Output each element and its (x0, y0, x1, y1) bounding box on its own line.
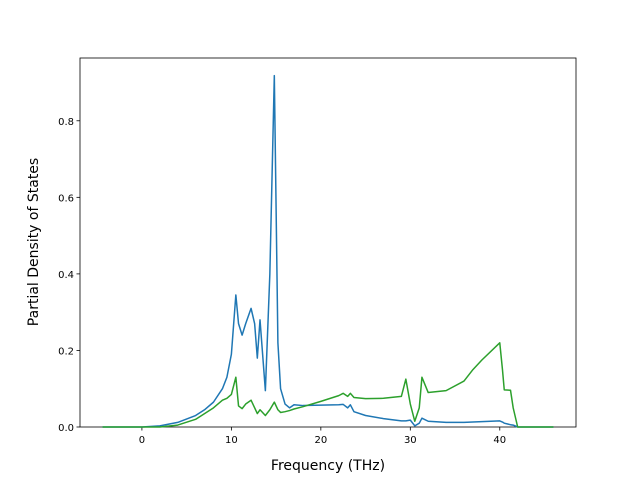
y-tick-label: 0.4 (58, 270, 74, 281)
data-line (102, 74, 554, 428)
x-tick-label: 40 (493, 435, 506, 446)
x-tick-label: 20 (314, 435, 327, 446)
y-tick-label: 0.8 (58, 117, 74, 128)
y-tick-label: 0.0 (58, 423, 74, 434)
x-tick-label: 10 (225, 435, 238, 446)
y-tick-label: 0.6 (58, 193, 74, 204)
y-tick-label: 0.2 (58, 346, 74, 357)
x-tick-label: 30 (404, 435, 417, 446)
data-line (102, 342, 554, 428)
x-axis-label: Frequency (THz) (271, 458, 385, 474)
plot-frame (79, 57, 577, 428)
y-axis-label: Partial Density of States (26, 158, 42, 326)
x-tick-label: 0 (139, 435, 145, 446)
